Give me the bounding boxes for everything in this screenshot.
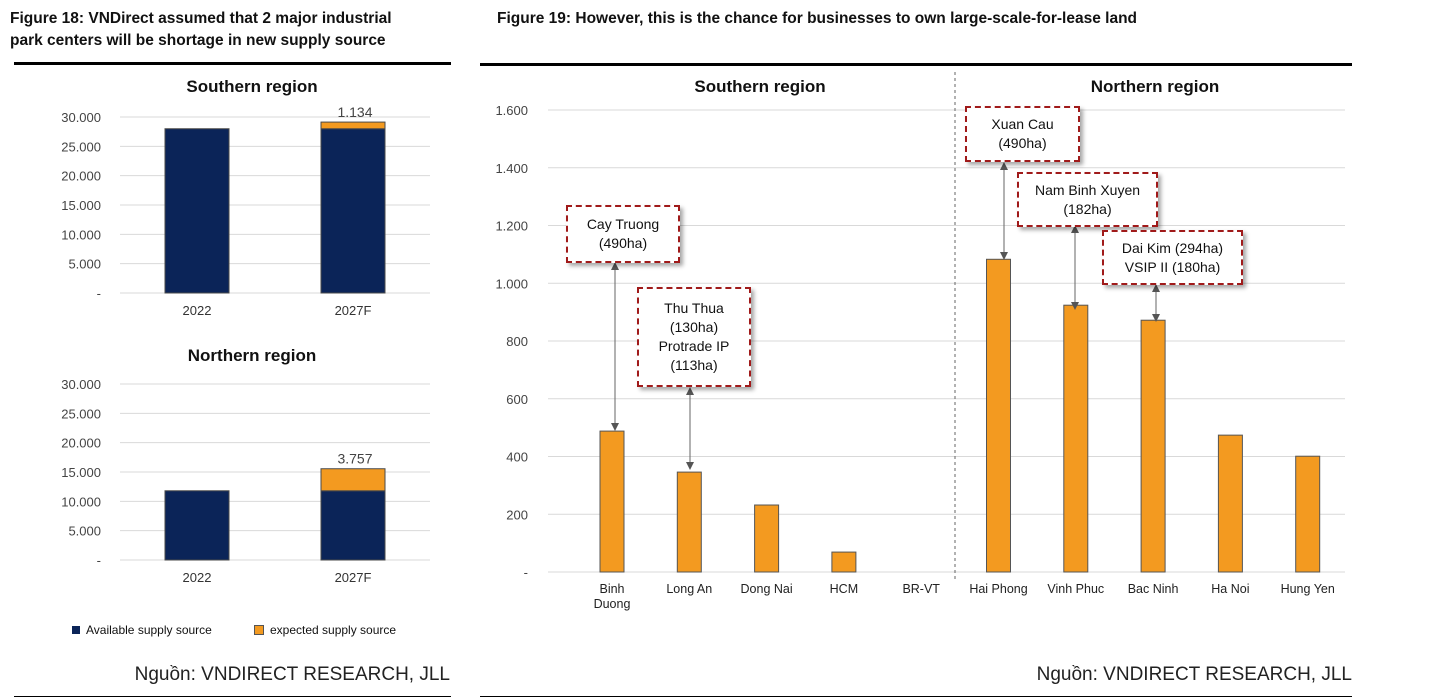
annotation-line: (490ha) bbox=[998, 135, 1047, 151]
y-tick-label: - bbox=[97, 553, 101, 568]
x-tick-label: Hung Yen bbox=[1281, 582, 1335, 596]
legend-swatch bbox=[72, 626, 80, 634]
x-tick-label: 2027F bbox=[335, 570, 372, 585]
y-tick-label: 25.000 bbox=[61, 406, 101, 421]
bar-available-supply bbox=[164, 490, 230, 561]
legend-label: Available supply source bbox=[86, 623, 212, 637]
y-tick-label: 200 bbox=[506, 507, 528, 522]
bottom-rule-left bbox=[14, 696, 451, 697]
y-tick-label: 20.000 bbox=[61, 169, 101, 184]
source-left: Nguồn: VNDIRECT RESEARCH, JLL bbox=[134, 664, 450, 685]
y-tick-label: - bbox=[524, 565, 528, 580]
annotation-line: (182ha) bbox=[1063, 200, 1112, 217]
y-tick-label: - bbox=[97, 286, 101, 301]
x-tick-label: Duong bbox=[594, 597, 631, 611]
bar-long-an bbox=[676, 471, 702, 573]
y-tick-label: 800 bbox=[506, 334, 528, 349]
y-tick-label: 600 bbox=[506, 392, 528, 407]
y-tick-label: 25.000 bbox=[61, 139, 101, 154]
x-tick-label: Bac Ninh bbox=[1128, 582, 1179, 596]
y-tick-label: 15.000 bbox=[61, 198, 101, 213]
y-tick-label: 30.000 bbox=[61, 110, 101, 125]
x-tick-label: Binh bbox=[599, 582, 624, 596]
x-tick-label: Hai Phong bbox=[969, 582, 1027, 596]
y-tick-label: 10.000 bbox=[61, 227, 101, 242]
section-title-southern: Southern region bbox=[694, 77, 825, 96]
bar-available-supply bbox=[320, 490, 386, 561]
chart-title: Southern region bbox=[186, 77, 317, 96]
x-tick-label: 2022 bbox=[183, 570, 212, 585]
bar-available-supply bbox=[164, 128, 230, 294]
title-line: Figure 18: VNDirect assumed that 2 major… bbox=[10, 10, 392, 27]
annotation-line: Xuan Cau bbox=[991, 116, 1054, 132]
annotation-line: Nam Binh Xuyen bbox=[1034, 181, 1141, 198]
legend-item-available: Available supply source bbox=[72, 623, 212, 637]
annotation-line: VSIP II (180ha) bbox=[1124, 258, 1221, 275]
annotation-line: (113ha) bbox=[670, 357, 718, 373]
source-right: Nguồn: VNDIRECT RESEARCH, JLL bbox=[1036, 664, 1352, 685]
legend-label: expected supply source bbox=[270, 623, 397, 637]
annotation-line: Cay Truong bbox=[586, 216, 660, 232]
bar-ha-noi bbox=[1217, 434, 1243, 573]
y-tick-label: 10.000 bbox=[61, 494, 101, 509]
x-tick-label: Ha Noi bbox=[1211, 582, 1249, 596]
y-tick-label: 1.600 bbox=[495, 103, 528, 118]
bar-expected-supply bbox=[320, 121, 386, 130]
x-tick-label: Long An bbox=[666, 582, 712, 596]
annotation-line: (130ha) bbox=[669, 319, 719, 335]
annotation-line: Dai Kim (294ha) bbox=[1121, 239, 1224, 256]
y-tick-label: 1.400 bbox=[495, 161, 528, 176]
bar-expected-supply bbox=[320, 468, 386, 492]
x-tick-label: HCM bbox=[830, 582, 858, 596]
bar-hai-phong bbox=[986, 258, 1011, 573]
x-tick-label: Dong Nai bbox=[741, 582, 793, 596]
y-tick-label: 5.000 bbox=[68, 524, 101, 539]
y-tick-label: 20.000 bbox=[61, 436, 101, 451]
legend-swatch bbox=[254, 625, 264, 635]
y-tick-label: 30.000 bbox=[61, 377, 101, 392]
y-tick-label: 400 bbox=[506, 450, 528, 465]
annotation-thu-thua: Thu Thua (130ha) Protrade IP (113ha) bbox=[637, 287, 751, 387]
bar-available-supply bbox=[320, 128, 386, 294]
annotation-xuan-cau: Xuan Cau (490ha) bbox=[965, 106, 1080, 162]
y-tick-label: 1.000 bbox=[495, 276, 528, 291]
title-line: park centers will be shortage in new sup… bbox=[10, 32, 386, 49]
bar-hcm bbox=[831, 551, 857, 573]
y-tick-label: 1.200 bbox=[495, 219, 528, 234]
annotation-line: Thu Thua bbox=[664, 300, 724, 316]
bar-dong-nai bbox=[754, 504, 780, 573]
x-tick-label: Vinh Phuc bbox=[1047, 582, 1104, 596]
chart-title: Northern region bbox=[188, 346, 316, 365]
top-rule-left bbox=[14, 62, 451, 65]
annotation-line: Protrade IP bbox=[658, 338, 730, 354]
x-tick-label: 2022 bbox=[183, 303, 212, 318]
figure-19-title: Figure 19: However, this is the chance f… bbox=[497, 10, 1138, 27]
bar-bac-ninh bbox=[1140, 319, 1166, 573]
bar-binh-duong bbox=[599, 430, 625, 573]
bar-vinh-phuc bbox=[1063, 304, 1089, 573]
data-label: 3.757 bbox=[337, 451, 372, 467]
section-title-northern: Northern region bbox=[1091, 77, 1219, 96]
y-tick-label: 5.000 bbox=[68, 257, 101, 272]
annotation-dai-kim-vsip: Dai Kim (294ha) VSIP II (180ha) bbox=[1102, 230, 1243, 285]
bar-hung-yen bbox=[1295, 455, 1321, 573]
top-rule-right bbox=[480, 63, 1352, 66]
annotation-nam-binh-xuyen: Nam Binh Xuyen (182ha) bbox=[1017, 172, 1158, 227]
data-label: 1.134 bbox=[337, 104, 372, 120]
annotation-cay-truong: Cay Truong (490ha) bbox=[566, 205, 680, 263]
figure-18-title: Figure 18: VNDirect assumed that 2 major… bbox=[10, 8, 392, 52]
y-tick-label: 15.000 bbox=[61, 465, 101, 480]
bottom-rule-right bbox=[480, 696, 1352, 697]
x-tick-label: 2027F bbox=[335, 303, 372, 318]
x-tick-label: BR-VT bbox=[902, 582, 940, 596]
legend-item-expected: expected supply source bbox=[254, 623, 396, 637]
annotation-line: (490ha) bbox=[598, 235, 648, 251]
